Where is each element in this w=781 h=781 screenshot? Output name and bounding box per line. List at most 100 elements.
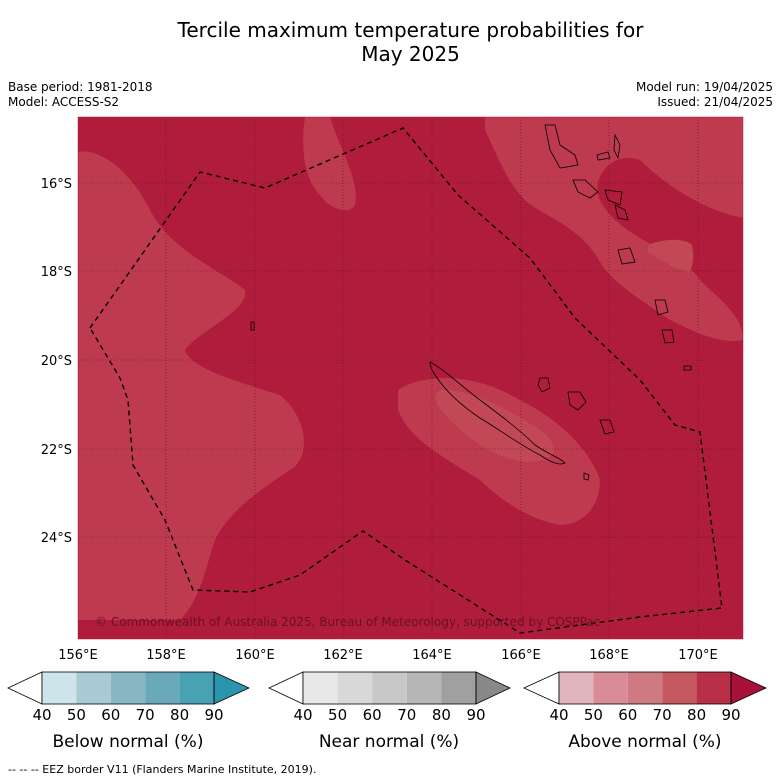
island-matthew (683, 365, 692, 371)
lon-label: 156°E (58, 648, 98, 663)
colorbar-near-frame (302, 671, 477, 705)
colorbar-below-title: Below normal (%) (53, 732, 204, 752)
region-northeast (485, 117, 743, 341)
island-loyalty-1 (537, 377, 551, 393)
colorbar-below-swatch (145, 672, 180, 704)
gridlines (78, 117, 743, 639)
colorbar-tick: 80 (687, 706, 706, 724)
island-vanuatu-1 (544, 124, 579, 169)
colorbar-tick: 60 (101, 706, 120, 724)
lon-label: 160°E (235, 648, 275, 663)
colorbar-near-swatch (337, 672, 373, 704)
colorbar-tick: 70 (397, 706, 416, 724)
colorbar-near-title: Near normal (%) (319, 732, 459, 752)
copyright-text: © Commonwealth of Australia 2025, Bureau… (95, 615, 600, 629)
meta-right: Model run: 19/04/2025 Issued: 21/04/2025 (636, 80, 773, 110)
lat-label: 16°S (41, 177, 72, 192)
colorbar-above-swatch (559, 672, 594, 704)
colorbar-tick: 50 (584, 706, 603, 724)
lon-label: 168°E (589, 648, 629, 663)
meta-left: Base period: 1981-2018 Model: ACCESS-S2 (8, 80, 153, 110)
colorbar-tick: 50 (67, 706, 86, 724)
island-new-caledonia (429, 361, 566, 465)
colorbar-below-swatch (179, 672, 214, 704)
island-vanuatu-2 (596, 151, 611, 161)
island-loyalty-2 (567, 391, 587, 411)
region-north-patch (303, 117, 356, 211)
colorbar-below-swatch (42, 672, 77, 704)
lat-label: 20°S (41, 354, 72, 369)
island-vanuatu-3 (572, 179, 599, 199)
model-name: Model: ACCESS-S2 (8, 95, 120, 109)
colorbar-tick: 80 (432, 706, 451, 724)
map-frame (77, 116, 744, 640)
colorbar-above-title: Above normal (%) (568, 732, 721, 752)
colorbar-above-max-arrow (730, 671, 767, 705)
chart-title: Tercile maximum temperature probabilitie… (0, 18, 781, 66)
colorbar-below-frame (41, 671, 215, 705)
colorbar-tick: 40 (293, 706, 312, 724)
colorbar-above-min-arrow (523, 671, 560, 705)
colorbar-tick: 90 (721, 706, 740, 724)
lon-label: 164°E (412, 648, 452, 663)
latitude-labels: 16°S 18°S 20°S 22°S 24°S (41, 177, 72, 546)
colorbar-tick: 60 (618, 706, 637, 724)
colorbar-near-max-arrow (475, 671, 511, 705)
colorbar-below-min-arrow (7, 671, 43, 705)
coastlines (250, 124, 692, 481)
eez-footer-note: -- -- -- EEZ border V11 (Flanders Marine… (8, 763, 317, 776)
title-line-2: May 2025 (361, 42, 460, 66)
colorbar-near-swatch (441, 672, 476, 704)
colorbar-tick: 40 (32, 706, 51, 724)
longitude-labels: 156°E 158°E 160°E 162°E 164°E 166°E 168°… (58, 648, 718, 663)
colorbar-below-swatch (110, 672, 146, 704)
colorbar-above-swatch (627, 672, 663, 704)
colorbar-tick: 40 (549, 706, 568, 724)
lon-label: 162°E (323, 648, 363, 663)
colorbar-near-swatch (372, 672, 407, 704)
island-vanuatu-8 (654, 299, 669, 316)
colorbar-above: 40 50 60 70 80 90 Above normal (%) (523, 671, 767, 752)
island-loyalty-3 (599, 419, 615, 435)
colorbar-tick: 90 (204, 706, 223, 724)
colorbar-above-frame (558, 671, 732, 705)
island-vanuatu-6 (614, 204, 629, 221)
base-period: Base period: 1981-2018 (8, 80, 153, 94)
region-west (78, 151, 304, 620)
colorbar-near: 40 50 60 70 80 90 Near normal (%) (268, 671, 511, 752)
island-west-1 (250, 321, 255, 331)
colorbar-above-swatch (593, 672, 628, 704)
colorbar-tick: 80 (170, 706, 189, 724)
region-east-patch (648, 239, 694, 273)
lon-label: 170°E (678, 648, 718, 663)
region-newcaledonia-inner (435, 389, 554, 462)
colorbar-near-min-arrow (268, 671, 304, 705)
colorbar-tick: 70 (136, 706, 155, 724)
island-vanuatu-4 (604, 189, 623, 206)
colorbar-tick: 60 (363, 706, 382, 724)
island-vanuatu-7 (617, 247, 636, 265)
eez-border (89, 127, 723, 634)
island-small-1 (583, 472, 590, 481)
colorbar-tick: 70 (653, 706, 672, 724)
colorbar-near-swatch (406, 672, 442, 704)
colorbar-below: 40 50 60 70 80 90 Below normal (%) (7, 671, 250, 752)
lon-label: 158°E (146, 648, 186, 663)
island-vanuatu-9 (661, 329, 675, 344)
lat-label: 18°S (41, 265, 72, 280)
title-line-1: Tercile maximum temperature probabilitie… (177, 18, 644, 42)
colorbar-tick: 90 (466, 706, 485, 724)
colorbar-above-swatch (662, 672, 697, 704)
lat-label: 24°S (41, 531, 72, 546)
lon-label: 166°E (501, 648, 541, 663)
colorbar-above-swatch (696, 672, 731, 704)
colorbar-below-max-arrow (213, 671, 250, 705)
colorbar-below-swatch (76, 672, 111, 704)
island-vanuatu-5 (613, 133, 621, 160)
colorbar-near-swatch (303, 672, 338, 704)
model-run: Model run: 19/04/2025 (635, 80, 773, 94)
issued-date: Issued: 21/04/2025 (657, 95, 773, 109)
colorbar-tick: 50 (328, 706, 347, 724)
lat-label: 22°S (41, 443, 72, 458)
